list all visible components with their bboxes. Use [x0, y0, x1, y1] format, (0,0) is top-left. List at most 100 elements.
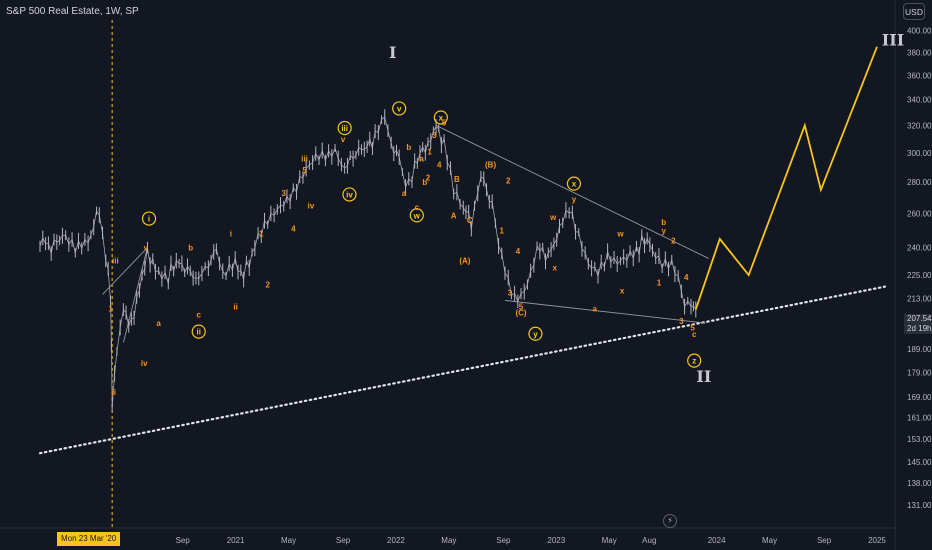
- wave-label-roman: III: [882, 31, 904, 50]
- wave-label: iii: [301, 155, 308, 164]
- wave-label: 2: [426, 174, 431, 183]
- wave-label-circle: [392, 101, 407, 116]
- time-tick-label: Sep: [336, 536, 351, 545]
- wave-label: 1: [108, 305, 113, 314]
- wave-label: 1: [259, 230, 264, 239]
- wave-label-circled: x: [572, 180, 577, 189]
- wave-label-circled: x: [439, 113, 444, 122]
- price-tick-label: 138.00: [907, 479, 932, 488]
- chart-title: S&P 500 Real Estate, 1W, SP: [6, 6, 139, 17]
- wave-label: 2: [671, 237, 676, 246]
- wave-label: 5: [302, 166, 307, 175]
- time-tick-label: 2025: [868, 536, 886, 545]
- price-tick-label: 225.00: [907, 271, 932, 280]
- wave-label: a: [593, 305, 598, 314]
- time-tick-label: 2021: [227, 536, 245, 545]
- time-tick-label: Sep: [817, 536, 832, 545]
- wave-label-circle: [433, 110, 448, 125]
- wave-label: v: [144, 244, 149, 253]
- wave-label: v: [341, 135, 346, 144]
- price-tick-label: 280.00: [907, 178, 932, 187]
- wave-label: i: [230, 230, 232, 239]
- trendline-long-term-support: [38, 285, 887, 455]
- wave-label: x: [552, 264, 557, 273]
- price-tick-label: 380.00: [907, 48, 932, 57]
- price-tick-label: 240.00: [907, 244, 932, 253]
- currency-badge[interactable]: USD: [903, 3, 925, 20]
- wave-label: 3: [679, 317, 684, 326]
- trendline-lower-channel: [504, 299, 706, 324]
- wave-label-circled: iii: [341, 124, 348, 133]
- wave-label: 3: [281, 189, 286, 198]
- wave-label: C: [467, 216, 473, 225]
- wave-label: b: [406, 143, 411, 152]
- wave-label-circle: [342, 187, 357, 202]
- wave-label: 5: [519, 302, 524, 311]
- wave-label: y: [572, 195, 577, 204]
- lightning-icon[interactable]: ⚡: [663, 514, 677, 528]
- trendline-early-wave-line-1: [102, 247, 148, 295]
- projection-path: [694, 46, 878, 310]
- last-price-tag: 207.54 2d 19h: [904, 314, 932, 334]
- wave-label-circled: ii: [197, 328, 201, 337]
- price-tick-label: 179.00: [907, 368, 932, 377]
- time-tick-label: May: [602, 536, 617, 545]
- time-tick-label: May: [281, 536, 296, 545]
- wave-label-circle: [337, 120, 352, 136]
- wave-label-circled: z: [692, 357, 696, 366]
- time-tick-label: May: [762, 536, 777, 545]
- wave-label: c: [197, 311, 202, 320]
- time-tick-label: May: [441, 536, 456, 545]
- trendline-early-wave-line-2: [122, 247, 148, 343]
- wave-label: 1: [500, 226, 505, 235]
- wave-label-circle: [687, 353, 702, 368]
- wave-label: iv: [141, 359, 148, 368]
- wave-label: b: [661, 218, 666, 227]
- wave-label: iii: [112, 256, 119, 265]
- wave-label: b: [422, 178, 427, 187]
- wave-label-circle: [528, 326, 543, 341]
- bar-countdown-label: 2d 19h: [907, 324, 932, 333]
- price-tick-label: 260.00: [907, 210, 932, 219]
- wave-label: 3: [508, 288, 513, 297]
- wave-label: w: [616, 230, 624, 239]
- price-tick-label: 153.00: [907, 435, 932, 444]
- wave-label: ii: [233, 302, 237, 311]
- trendline-upper-channel: [435, 124, 709, 259]
- wave-label: 4: [516, 247, 521, 256]
- wave-label: B: [454, 175, 460, 184]
- wave-label: x: [620, 286, 625, 295]
- wave-label: 4: [437, 160, 442, 169]
- wave-label-circled: y: [533, 330, 538, 339]
- wave-label: c: [415, 203, 420, 212]
- time-tick-label: 2023: [547, 536, 565, 545]
- time-tick-label: 2024: [708, 536, 726, 545]
- wave-label: ii: [112, 388, 116, 397]
- wave-label-roman: II: [696, 367, 711, 386]
- wave-label: b: [188, 244, 193, 253]
- time-tick-label: Sep: [496, 536, 511, 545]
- price-tick-label: 400.00: [907, 26, 932, 35]
- wave-label: 3: [432, 131, 437, 140]
- wave-label: 2: [265, 281, 270, 290]
- wave-label: 1: [427, 147, 432, 156]
- wave-label: a: [402, 189, 407, 198]
- wave-label: (C): [515, 309, 526, 318]
- wave-label: y: [662, 226, 667, 235]
- last-price-label: 207.54: [907, 314, 932, 323]
- price-tick-label: 300.00: [907, 149, 932, 158]
- wave-label-circle: [191, 324, 206, 339]
- price-tick-label: 145.00: [907, 458, 932, 467]
- wave-label: 5: [690, 323, 695, 332]
- price-tick-label: 340.00: [907, 96, 932, 105]
- wave-label: c: [692, 330, 697, 339]
- time-tick-label: Aug: [642, 536, 656, 545]
- time-cursor-label: Mon 23 Mar '20: [57, 532, 121, 546]
- price-tick-label: 189.00: [907, 345, 932, 354]
- wave-label-circled: iv: [346, 190, 353, 199]
- wave-label: (A): [459, 256, 470, 265]
- wave-label-circle: [566, 176, 582, 191]
- time-tick-label: Sep: [176, 536, 191, 545]
- wave-label: 4: [291, 225, 296, 234]
